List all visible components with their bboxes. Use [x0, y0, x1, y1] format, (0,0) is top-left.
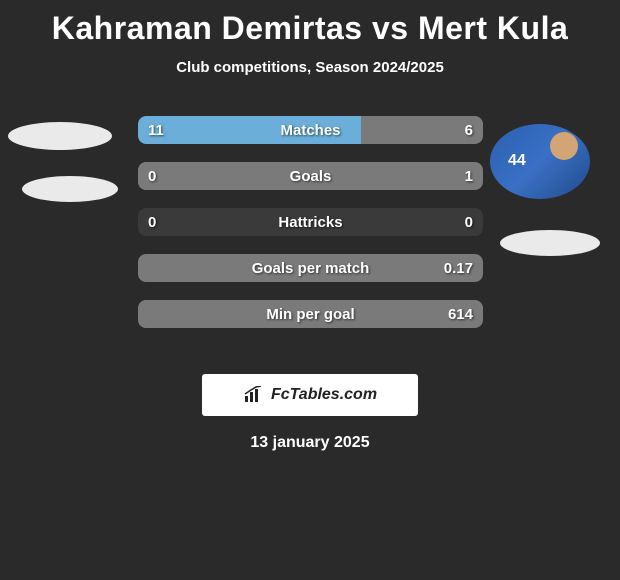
- comparison-subtitle: Club competitions, Season 2024/2025: [0, 59, 620, 76]
- stat-row: 116Matches: [138, 116, 483, 144]
- player-left-ellipse-2: [22, 176, 118, 202]
- stat-label: Hattricks: [138, 208, 483, 236]
- player-left-ellipse-1: [8, 122, 112, 150]
- brand-box[interactable]: FcTables.com: [202, 374, 418, 416]
- chart-icon: [243, 386, 265, 404]
- player-right-photo: [490, 124, 590, 199]
- stat-label: Matches: [138, 116, 483, 144]
- player-right-ellipse-2: [500, 230, 600, 256]
- stat-label: Min per goal: [138, 300, 483, 328]
- comparison-title: Kahraman Demirtas vs Mert Kula: [0, 0, 620, 47]
- stats-area: 116Matches 01Goals 00Hattricks 0.17Goals pe…: [0, 116, 620, 356]
- stat-row: 0.17Goals per match: [138, 254, 483, 282]
- stat-row: 01Goals: [138, 162, 483, 190]
- date-label: 13 january 2025: [0, 434, 620, 452]
- stat-label: Goals per match: [138, 254, 483, 282]
- stat-rows: 116Matches 01Goals 00Hattricks 0.17Goals pe…: [138, 116, 483, 346]
- stat-row: 614Min per goal: [138, 300, 483, 328]
- stat-label: Goals: [138, 162, 483, 190]
- brand-text: FcTables.com: [271, 386, 377, 404]
- stat-row: 00Hattricks: [138, 208, 483, 236]
